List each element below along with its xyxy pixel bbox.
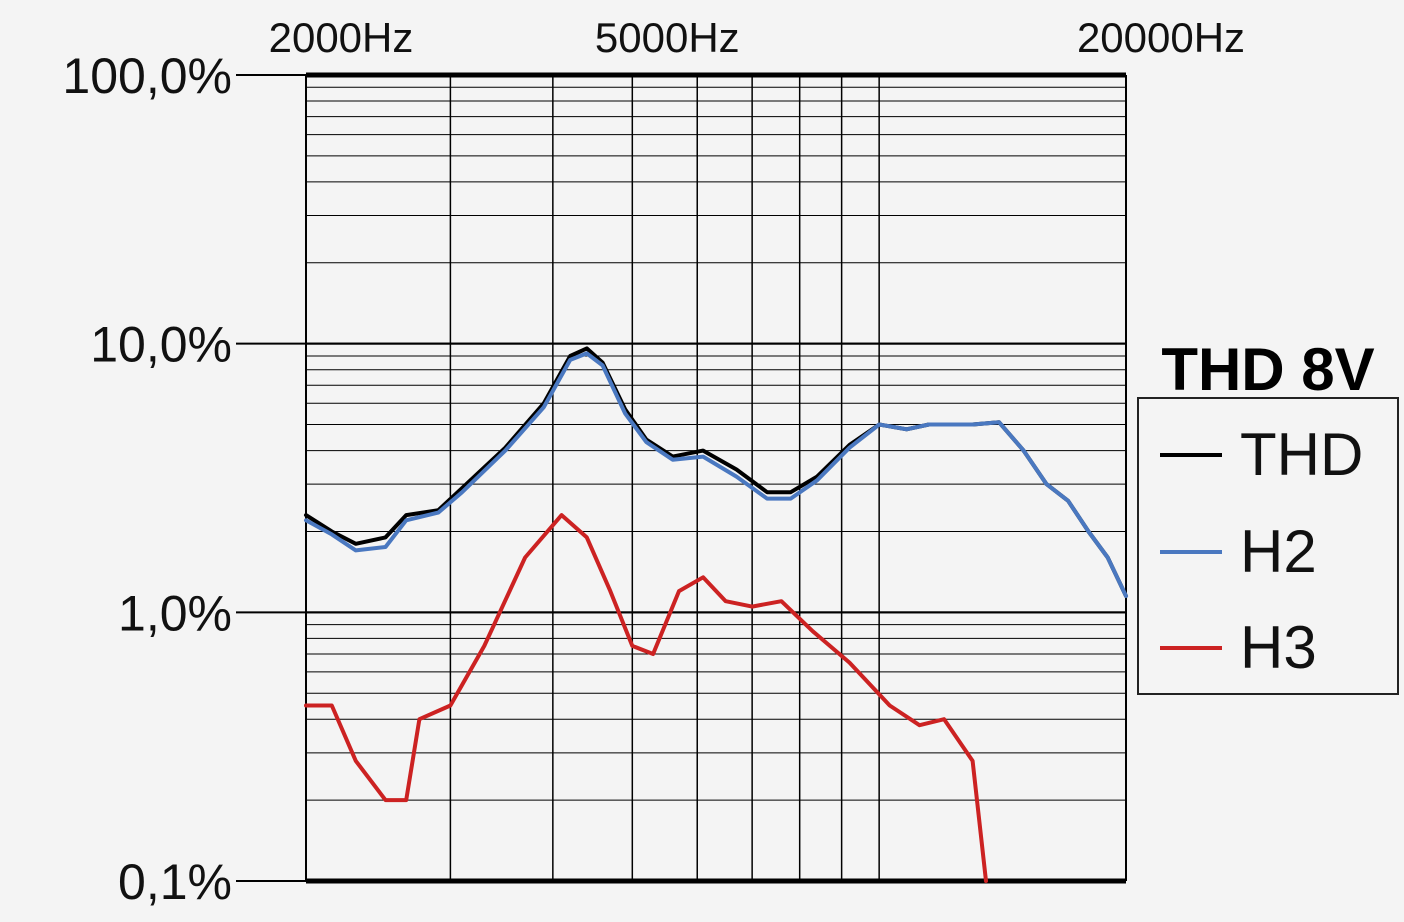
- legend-title: THD 8V: [1161, 336, 1374, 403]
- grid: [305, 72, 1127, 884]
- legend-box: [1137, 397, 1399, 695]
- series-line-h2: [304, 351, 1128, 598]
- legend-item-h3: H3: [1160, 614, 1317, 681]
- legend-item-thd: THD: [1160, 421, 1363, 488]
- legend: THD H2 H3: [1137, 397, 1399, 695]
- x-tick-label: 20000Hz: [1077, 14, 1245, 61]
- legend-item-h2: H2: [1160, 518, 1317, 585]
- series-layer: [304, 346, 1128, 883]
- y-tick-label: 0,1%: [118, 854, 232, 910]
- y-tick-label: 1,0%: [118, 585, 232, 641]
- legend-label-h3: H3: [1240, 614, 1317, 681]
- y-tick-label: 100,0%: [62, 48, 232, 104]
- y-tick-label: 10,0%: [90, 317, 232, 373]
- tick-labels: 100,0% 10,0% 1,0% 0,1% 2000Hz 5000Hz 20000Hz: [62, 14, 1245, 910]
- legend-label-h2: H2: [1240, 518, 1317, 585]
- legend-label-thd: THD: [1240, 421, 1363, 488]
- series-line-h3: [304, 513, 988, 883]
- x-tick-label: 2000Hz: [269, 14, 414, 61]
- x-tick-label: 5000Hz: [595, 14, 740, 61]
